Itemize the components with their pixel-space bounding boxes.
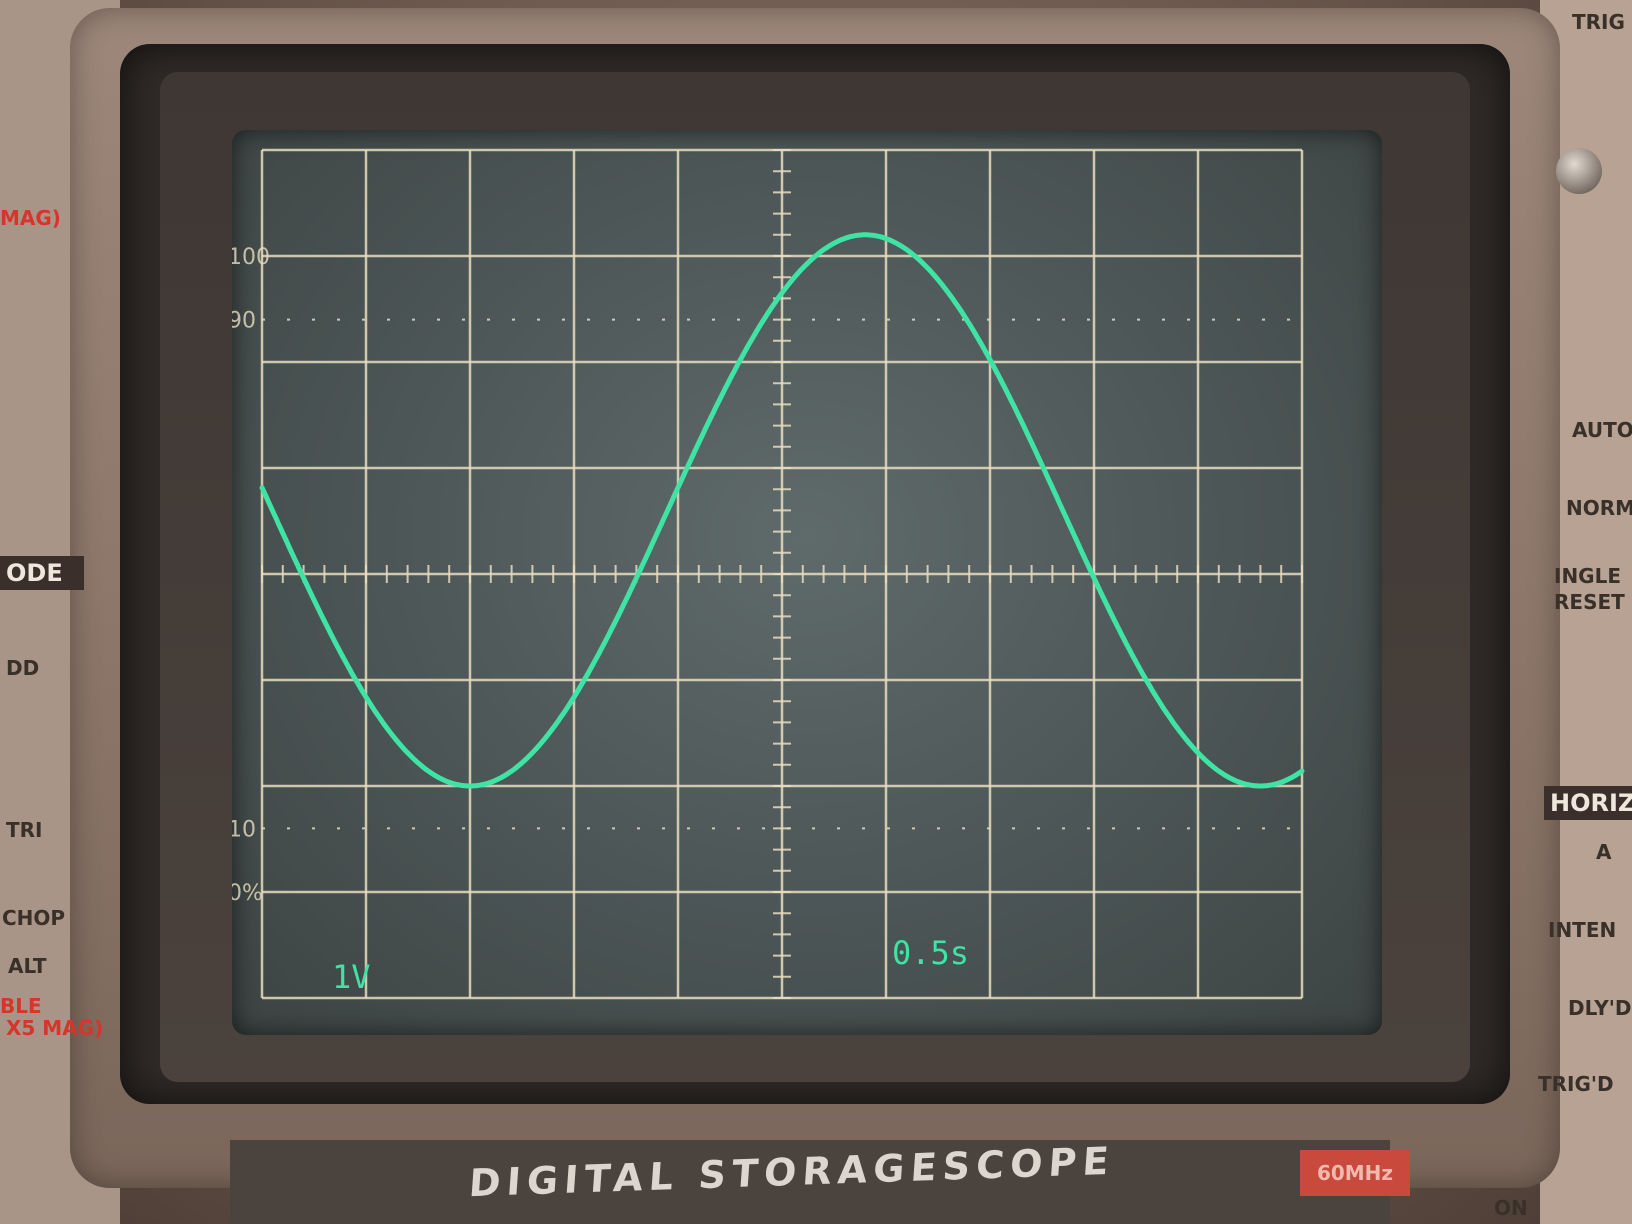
right-label-horiz: HORIZ <box>1544 786 1632 820</box>
graticule-percent-labels: 100 90 10 0% <box>232 245 270 906</box>
left-label-alt: ALT <box>8 954 47 978</box>
right-label-dlyd: DLY'D <box>1568 996 1632 1020</box>
graticule-center-ticks <box>261 149 1303 999</box>
left-label-enable: BLE <box>0 994 42 1018</box>
crt-screen: 100 90 10 0% 1V 0.5s <box>232 130 1382 1035</box>
left-label-add: DD <box>6 656 40 680</box>
right-label-auto: AUTO <box>1572 418 1632 442</box>
left-label-chop: CHOP <box>2 906 66 930</box>
brand-strip <box>230 1140 1390 1224</box>
graticule-percent-label: 10 <box>232 817 256 842</box>
left-label-x5mag: X5 MAG) <box>6 1016 104 1040</box>
right-label-trig: TRIG <box>1572 10 1625 34</box>
trigger-knob[interactable] <box>1556 148 1602 194</box>
left-label-mode: ODE <box>0 556 84 590</box>
graticule-percent-label: 90 <box>232 309 256 334</box>
right-label-trigd: TRIG'D <box>1538 1072 1614 1096</box>
right-label-reset: RESET <box>1554 590 1625 614</box>
volts-per-div-readout: 1V <box>332 958 371 996</box>
right-label-single: INGLE <box>1554 564 1622 588</box>
right-label-a: A <box>1596 840 1612 864</box>
right-label-inten: INTEN <box>1548 918 1617 942</box>
graticule-and-trace: 100 90 10 0% 1V 0.5s <box>232 148 1305 1000</box>
left-label-mag: MAG) <box>0 206 61 230</box>
right-label-on: ON <box>1494 1196 1528 1220</box>
time-per-div-readout: 0.5s <box>892 934 969 972</box>
graticule-percent-label: 100 <box>232 245 270 270</box>
bandwidth-badge: 60MHz <box>1300 1150 1410 1196</box>
graticule-percent-label: 0% <box>232 881 263 906</box>
left-label-trig: TRI <box>6 818 43 842</box>
waveform-trace <box>259 232 1305 789</box>
right-label-norm: NORM <box>1566 496 1632 520</box>
